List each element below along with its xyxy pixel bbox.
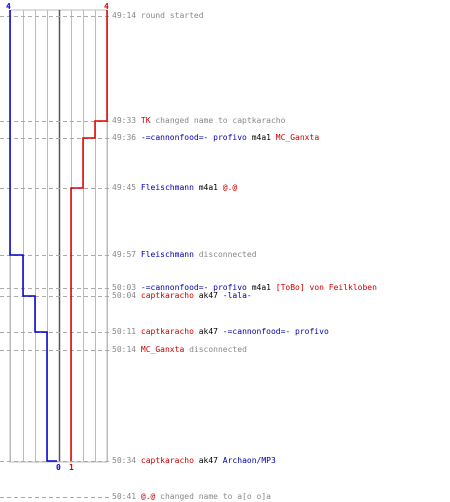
event-time: 50:03 — [112, 283, 141, 292]
team-b-score-line — [70, 10, 108, 461]
event-description: disconnected — [184, 345, 247, 354]
event-time: 50:14 — [112, 345, 141, 354]
event-row: 50:34 captkaracho ak47 Archaon/MP3 — [112, 456, 276, 466]
event-row: 50:11 captkaracho ak47 -=cannonfood=- pr… — [112, 327, 329, 337]
event-time: 49:33 — [112, 116, 141, 125]
event-description: changed name to a[o o]a — [155, 492, 271, 501]
event-row: 49:33 TK changed name to captkaracho — [112, 116, 285, 126]
team-a-end-score: 0 — [56, 463, 61, 472]
player-name: captkaracho — [140, 291, 194, 300]
player-name: -=cannonfood=- profivo — [222, 327, 329, 336]
event-row: 49:57 Fleischmann disconnected — [112, 250, 257, 260]
player-name: captkaracho — [140, 456, 194, 465]
weapon-name: m4a1 — [193, 183, 223, 192]
event-row: 49:45 Fleischmann m4a1 @.@ — [112, 183, 237, 193]
event-description: changed name to captkaracho — [150, 116, 286, 125]
event-description: round started — [140, 11, 204, 20]
event-time: 50:11 — [112, 327, 141, 336]
event-description: disconnected — [193, 250, 257, 259]
player-name: [ToBo] von Feilkloben — [275, 283, 377, 292]
player-name: -=cannonfood=- profivo — [140, 133, 247, 142]
event-time: 49:57 — [112, 250, 141, 259]
event-row: 49:36 -=cannonfood=- profivo m4a1 MC_Gan… — [112, 133, 319, 143]
weapon-name: ak47 — [193, 456, 223, 465]
player-name: MC_Ganxta — [140, 345, 185, 354]
event-time: 49:36 — [112, 133, 141, 142]
event-row: 50:14 MC_Ganxta disconnected — [112, 345, 247, 355]
event-time: 50:34 — [112, 456, 141, 465]
weapon-name: ak47 — [193, 327, 223, 336]
player-name: @.@ — [222, 183, 238, 192]
team-b-start-score: 4 — [104, 2, 109, 11]
team-b-end-score: 1 — [69, 463, 74, 472]
team-a-start-score: 4 — [6, 2, 11, 11]
event-row: 49:14 round started — [112, 11, 204, 21]
event-time: 49:14 — [112, 11, 141, 20]
player-name: -lala- — [222, 291, 252, 300]
player-name: Fleischmann — [140, 183, 194, 192]
player-name: captkaracho — [140, 327, 194, 336]
weapon-name: m4a1 — [246, 283, 276, 292]
player-name: Archaon/MP3 — [222, 456, 276, 465]
event-time: 50:41 — [112, 492, 141, 501]
graph-frame — [9, 9, 108, 463]
event-row: 50:03 -=cannonfood=- profivo m4a1 [ToBo]… — [112, 283, 377, 293]
player-name: @.@ — [140, 492, 156, 501]
player-name: TK — [140, 116, 151, 125]
team-a-score-line — [9, 10, 57, 462]
event-time: 50:04 — [112, 291, 141, 300]
event-time: 49:45 — [112, 183, 141, 192]
weapon-name: m4a1 — [246, 133, 276, 142]
player-name: Fleischmann — [140, 250, 194, 259]
event-row: 50:04 captkaracho ak47 -lala- — [112, 291, 252, 301]
player-name: MC_Ganxta — [275, 133, 320, 142]
weapon-name: ak47 — [193, 291, 223, 300]
player-name: -=cannonfood=- profivo — [140, 283, 247, 292]
event-row: 50:41 @.@ changed name to a[o o]a — [112, 492, 271, 502]
